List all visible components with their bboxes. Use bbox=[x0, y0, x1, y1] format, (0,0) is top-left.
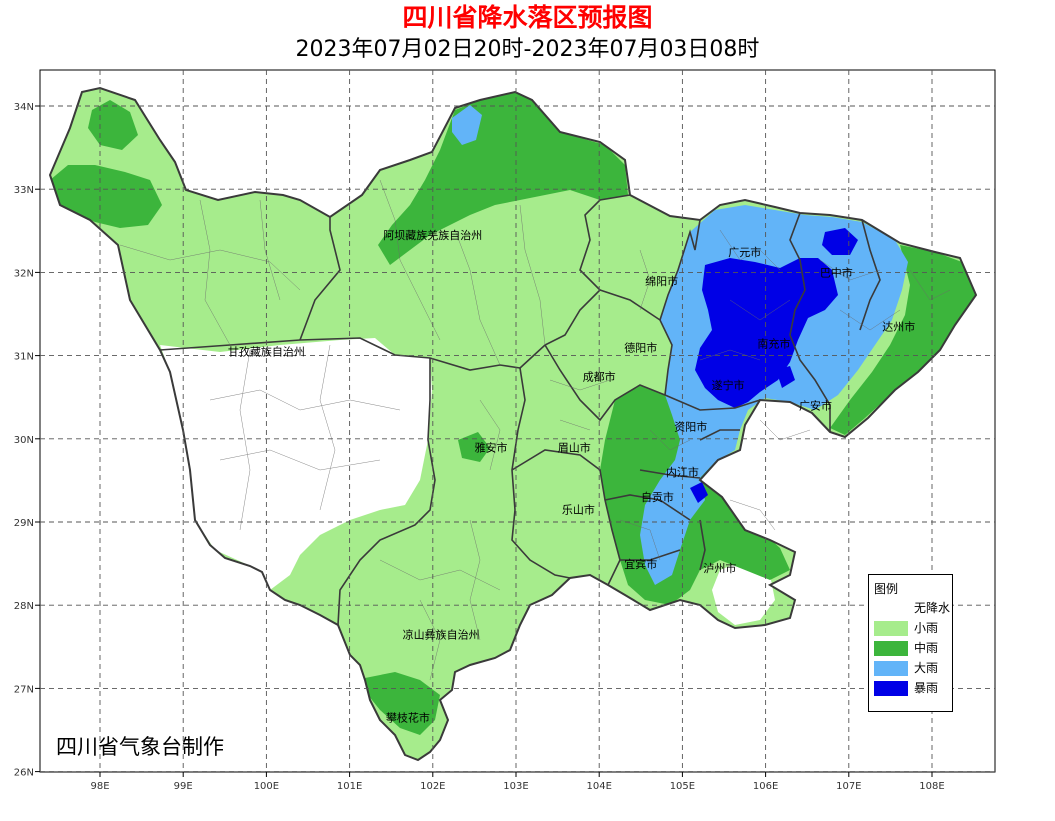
x-tick-label: 103E bbox=[503, 781, 528, 792]
rainstorm-patch bbox=[776, 366, 795, 388]
x-tick-label: 108E bbox=[919, 781, 944, 792]
region-label: 宜宾市 bbox=[624, 557, 657, 571]
legend-title: 图例 bbox=[874, 582, 899, 596]
y-tick-label: 31N bbox=[14, 352, 34, 363]
legend-label-heavy-rain: 大雨 bbox=[914, 661, 939, 675]
y-tick-label: 33N bbox=[14, 185, 34, 196]
moderate-rain-west-patch bbox=[88, 100, 138, 150]
region-label: 攀枝花市 bbox=[386, 711, 430, 725]
y-tick-label: 34N bbox=[14, 102, 34, 113]
map-title: 四川省降水落区预报图 bbox=[402, 3, 653, 32]
y-tick-label: 27N bbox=[14, 684, 34, 695]
graticule bbox=[40, 70, 995, 773]
y-tick-label: 26N bbox=[14, 768, 34, 779]
moderate-rain-north bbox=[378, 92, 628, 265]
no-rain-area-2 bbox=[712, 560, 775, 625]
legend-item-heavy-rain: 大雨 bbox=[874, 660, 950, 676]
legend-item-moderate-rain: 中雨 bbox=[874, 640, 950, 656]
region-label: 乐山市 bbox=[562, 503, 595, 517]
x-tick-label: 102E bbox=[420, 781, 445, 792]
legend-label-no-rain: 无降水 bbox=[914, 601, 951, 615]
y-tick-label: 30N bbox=[14, 435, 34, 446]
province-boundary bbox=[48, 86, 978, 762]
legend-item-no-rain: 无降水 bbox=[874, 600, 950, 616]
no-rain-area bbox=[160, 338, 432, 590]
region-label: 德阳市 bbox=[624, 340, 657, 354]
legend-label-moderate-rain: 中雨 bbox=[914, 641, 939, 655]
region-label: 内江市 bbox=[666, 465, 699, 479]
county-boundaries bbox=[119, 179, 951, 681]
x-tick-label: 106E bbox=[753, 781, 778, 792]
legend-label-light-rain: 小雨 bbox=[914, 621, 939, 635]
region-label: 泸州市 bbox=[703, 561, 736, 575]
legend-item-rainstorm: 暴雨 bbox=[874, 680, 950, 696]
y-tick-label: 29N bbox=[14, 518, 34, 529]
region-label: 广安市 bbox=[799, 399, 832, 413]
legend: 图例 无降水 小雨 中雨 大雨 暴雨 bbox=[868, 574, 953, 712]
region-label: 阿坝藏族羌族自治州 bbox=[383, 228, 482, 242]
region-label: 达州市 bbox=[882, 320, 915, 334]
region-label: 巴中市 bbox=[820, 266, 853, 280]
axis-ticks: 98E 99E 100E 101E 102E 103E 104E 105E 106E 107E 10… bbox=[14, 102, 945, 792]
x-tick-label: 98E bbox=[90, 781, 109, 792]
y-tick-label: 32N bbox=[14, 268, 34, 279]
region-label: 甘孜藏族自治州 bbox=[228, 345, 305, 359]
x-tick-label: 105E bbox=[670, 781, 695, 792]
credit-text: 四川省气象台制作 bbox=[56, 735, 224, 759]
region-label: 广元市 bbox=[728, 245, 761, 259]
moderate-rain-northwest bbox=[50, 165, 162, 228]
moderate-rain-east bbox=[830, 245, 976, 435]
region-label: 南充市 bbox=[757, 336, 790, 350]
region-label: 资阳市 bbox=[674, 419, 707, 433]
region-label: 眉山市 bbox=[558, 440, 591, 454]
region-label: 绵阳市 bbox=[645, 274, 678, 288]
moderate-rain-ya-an-patch bbox=[458, 432, 490, 462]
x-tick-label: 99E bbox=[174, 781, 193, 792]
rainstorm-south bbox=[690, 482, 708, 503]
forecast-period: 2023年07月02日20时-2023年07月03日08时 bbox=[295, 37, 760, 62]
region-label: 遂宁市 bbox=[712, 378, 745, 392]
heavy-rain-north-patch bbox=[452, 105, 482, 145]
region-label: 凉山彝族自治州 bbox=[403, 627, 480, 641]
x-tick-label: 101E bbox=[337, 781, 362, 792]
legend-label-rainstorm: 暴雨 bbox=[914, 681, 939, 695]
y-tick-label: 28N bbox=[14, 601, 34, 612]
x-tick-label: 104E bbox=[586, 781, 611, 792]
region-label: 自贡市 bbox=[641, 490, 674, 504]
legend-swatch-no-rain bbox=[874, 601, 908, 616]
prefecture-boundaries bbox=[159, 194, 881, 626]
x-tick-label: 107E bbox=[836, 781, 861, 792]
region-label: 成都市 bbox=[583, 370, 616, 384]
legend-item-light-rain: 小雨 bbox=[874, 620, 950, 636]
legend-swatch-light-rain bbox=[874, 621, 908, 636]
legend-swatch-rainstorm bbox=[874, 681, 908, 696]
legend-swatch-heavy-rain bbox=[874, 661, 908, 676]
region-label: 雅安市 bbox=[475, 440, 508, 454]
moderate-rain-panzhihua bbox=[365, 672, 440, 735]
legend-swatch-moderate-rain bbox=[874, 641, 908, 656]
x-tick-label: 100E bbox=[254, 781, 279, 792]
